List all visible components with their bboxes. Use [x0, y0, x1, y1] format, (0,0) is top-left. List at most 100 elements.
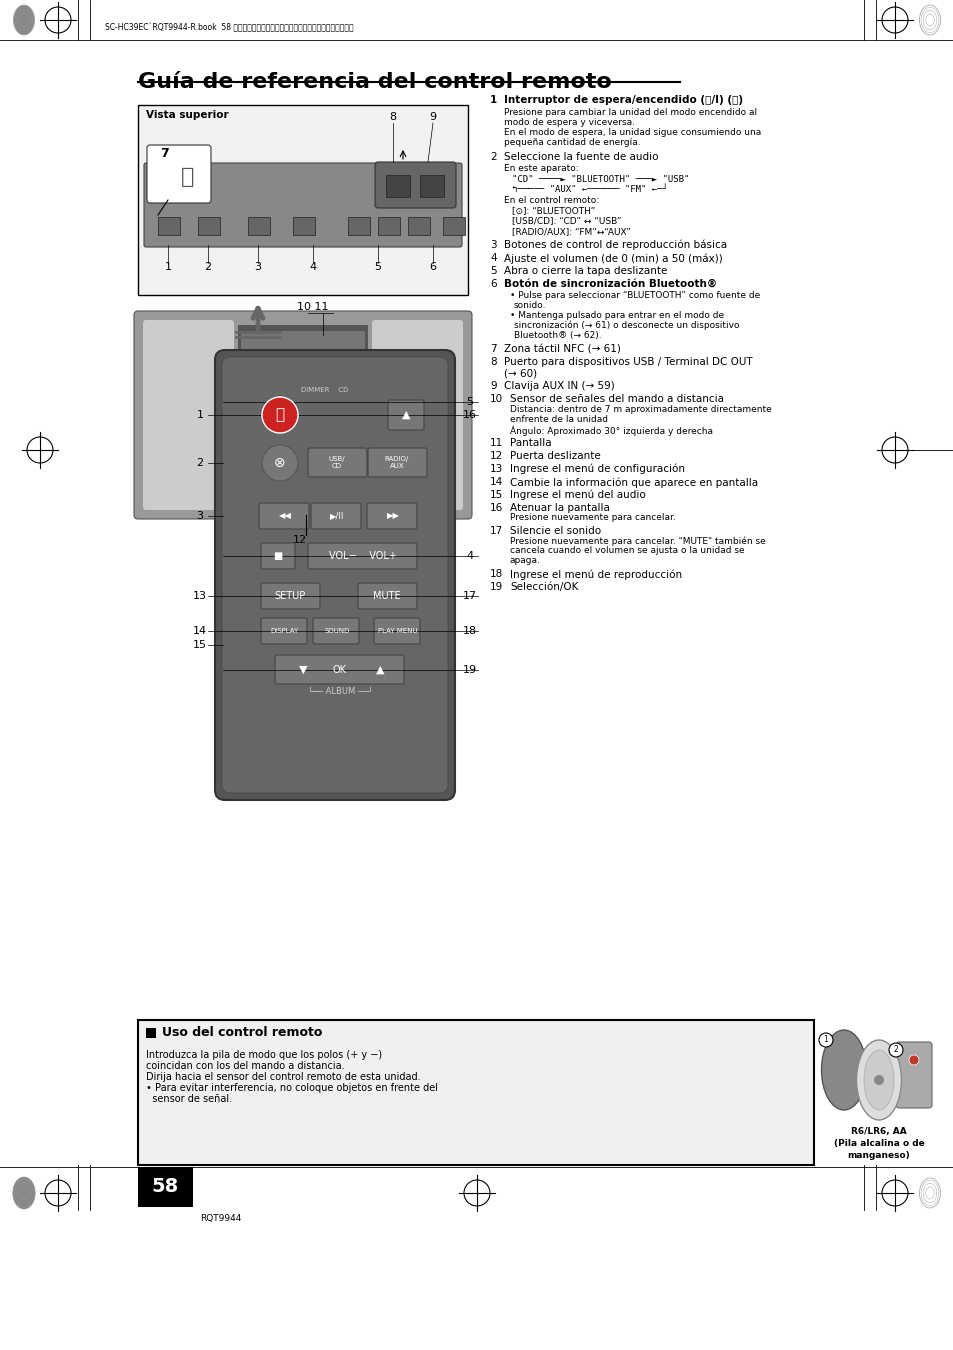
- Text: SOUND: SOUND: [324, 628, 350, 634]
- Text: 58: 58: [152, 1177, 178, 1196]
- Text: 7: 7: [160, 147, 169, 161]
- Circle shape: [262, 446, 297, 481]
- FancyBboxPatch shape: [375, 162, 456, 208]
- Text: sincronización (→ 61) o desconecte un dispositivo: sincronización (→ 61) o desconecte un di…: [514, 321, 739, 331]
- Text: SC-HC39EC`RQT9944-R.book  58 ページ　２０１４年１月１７日　金曜日　午後３時５８分: SC-HC39EC`RQT9944-R.book 58 ページ ２０１４年１月１…: [105, 23, 354, 32]
- Text: ▶▶: ▶▶: [386, 512, 399, 521]
- Text: Introduzca la pila de modo que los polos (+ y −): Introduzca la pila de modo que los polos…: [146, 1050, 382, 1060]
- Text: 14: 14: [490, 477, 503, 487]
- Text: SETUP: SETUP: [274, 591, 305, 601]
- Text: ▼: ▼: [298, 666, 307, 675]
- Text: Pantalla: Pantalla: [510, 437, 551, 448]
- Ellipse shape: [919, 1179, 940, 1208]
- Text: 8: 8: [490, 356, 497, 367]
- Bar: [198, 217, 220, 235]
- Text: 2: 2: [196, 458, 203, 468]
- Text: Clavija AUX IN (→ 59): Clavija AUX IN (→ 59): [503, 381, 614, 392]
- FancyBboxPatch shape: [372, 320, 462, 510]
- Text: MUTE: MUTE: [373, 591, 400, 601]
- Text: 6: 6: [429, 262, 436, 271]
- Text: 17: 17: [490, 526, 503, 536]
- FancyBboxPatch shape: [388, 400, 423, 431]
- FancyBboxPatch shape: [241, 331, 365, 505]
- Circle shape: [873, 1075, 883, 1085]
- Text: RADIO/
AUX: RADIO/ AUX: [384, 456, 409, 470]
- Text: Sensor de señales del mando a distancia: Sensor de señales del mando a distancia: [510, 394, 723, 404]
- Text: Uso del control remoto: Uso del control remoto: [162, 1026, 322, 1038]
- Text: 11: 11: [490, 437, 503, 448]
- Circle shape: [818, 1033, 832, 1048]
- Text: 18: 18: [462, 626, 476, 636]
- Text: 14: 14: [193, 626, 207, 636]
- Text: 2: 2: [204, 262, 212, 271]
- Text: Ángulo: Aproximado 30° izquierda y derecha: Ángulo: Aproximado 30° izquierda y derec…: [510, 425, 712, 436]
- Text: Abra o cierre la tapa deslizante: Abra o cierre la tapa deslizante: [503, 266, 667, 275]
- Text: 5: 5: [375, 262, 381, 271]
- Text: sonido.: sonido.: [514, 301, 546, 310]
- Text: Presione nuevamente para cancelar.: Presione nuevamente para cancelar.: [510, 513, 675, 522]
- FancyBboxPatch shape: [357, 583, 416, 609]
- Circle shape: [908, 1054, 918, 1065]
- Text: Ingrese el menú de reproducción: Ingrese el menú de reproducción: [510, 568, 681, 579]
- Text: 6: 6: [490, 279, 497, 289]
- FancyBboxPatch shape: [895, 1042, 931, 1108]
- Text: VOL−    VOL+: VOL− VOL+: [329, 551, 396, 562]
- FancyBboxPatch shape: [374, 618, 419, 644]
- Bar: [442, 217, 464, 235]
- Text: 5: 5: [490, 266, 497, 275]
- Text: Ingrese el menú de configuración: Ingrese el menú de configuración: [510, 464, 684, 474]
- Bar: [419, 176, 443, 197]
- Text: DISPLAY: DISPLAY: [271, 628, 299, 634]
- Bar: [253, 400, 353, 455]
- Text: ↰───── "AUX" ←────── "FM" ←─┘: ↰───── "AUX" ←────── "FM" ←─┘: [512, 185, 667, 194]
- FancyBboxPatch shape: [261, 583, 319, 609]
- Text: ⊗: ⊗: [274, 456, 286, 470]
- Bar: [248, 217, 270, 235]
- Text: 19: 19: [462, 666, 476, 675]
- FancyBboxPatch shape: [311, 504, 360, 529]
- Bar: [138, 1021, 813, 1165]
- Text: En el modo de espera, la unidad sigue consumiendo una: En el modo de espera, la unidad sigue co…: [503, 128, 760, 136]
- Text: RQT9944: RQT9944: [200, 1214, 241, 1223]
- FancyBboxPatch shape: [368, 448, 427, 477]
- Text: OK: OK: [333, 666, 347, 675]
- Text: ▶/II: ▶/II: [330, 512, 344, 521]
- Text: 2: 2: [893, 1045, 898, 1054]
- Text: • Para evitar interferencia, no coloque objetos en frente del: • Para evitar interferencia, no coloque …: [146, 1083, 437, 1094]
- Circle shape: [262, 397, 297, 433]
- Text: [RADIO/AUX]: “FM”↔“AUX”: [RADIO/AUX]: “FM”↔“AUX”: [512, 227, 630, 236]
- Text: sensor de señal.: sensor de señal.: [146, 1094, 232, 1104]
- Ellipse shape: [821, 1030, 865, 1110]
- Bar: [146, 1027, 156, 1038]
- FancyBboxPatch shape: [261, 543, 294, 568]
- Ellipse shape: [856, 1040, 901, 1120]
- Text: Dirija hacia el sensor del control remoto de esta unidad.: Dirija hacia el sensor del control remot…: [146, 1072, 420, 1081]
- Text: Presione nuevamente para cancelar. "MUTE" también se: Presione nuevamente para cancelar. "MUTE…: [510, 536, 765, 545]
- Circle shape: [888, 1044, 902, 1057]
- Bar: [348, 217, 370, 235]
- Text: 7: 7: [490, 344, 497, 354]
- Text: 10 11: 10 11: [297, 302, 329, 312]
- Text: Presione para cambiar la unidad del modo encendido al: Presione para cambiar la unidad del modo…: [503, 108, 757, 117]
- Text: Zona táctil NFC (→ 61): Zona táctil NFC (→ 61): [503, 344, 620, 354]
- Text: Ingrese el menú del audio: Ingrese el menú del audio: [510, 490, 645, 501]
- Text: 9: 9: [490, 381, 497, 392]
- FancyBboxPatch shape: [222, 356, 448, 792]
- Text: 10: 10: [490, 394, 502, 404]
- Text: 13: 13: [193, 591, 207, 601]
- Text: enfrente de la unidad: enfrente de la unidad: [510, 414, 607, 424]
- FancyBboxPatch shape: [214, 350, 455, 801]
- Text: Vista superior: Vista superior: [146, 109, 229, 120]
- Text: 19: 19: [490, 582, 503, 593]
- Bar: [237, 325, 368, 505]
- FancyBboxPatch shape: [258, 504, 309, 529]
- Text: 4: 4: [490, 252, 497, 263]
- Bar: [138, 1166, 193, 1207]
- Text: PLAY MENU: PLAY MENU: [377, 628, 417, 634]
- Text: Silencie el sonido: Silencie el sonido: [510, 526, 600, 536]
- Bar: [386, 176, 410, 197]
- Ellipse shape: [863, 1050, 893, 1110]
- Text: ⏻: ⏻: [275, 408, 284, 423]
- Text: 3: 3: [490, 240, 497, 250]
- Text: 4: 4: [466, 551, 473, 562]
